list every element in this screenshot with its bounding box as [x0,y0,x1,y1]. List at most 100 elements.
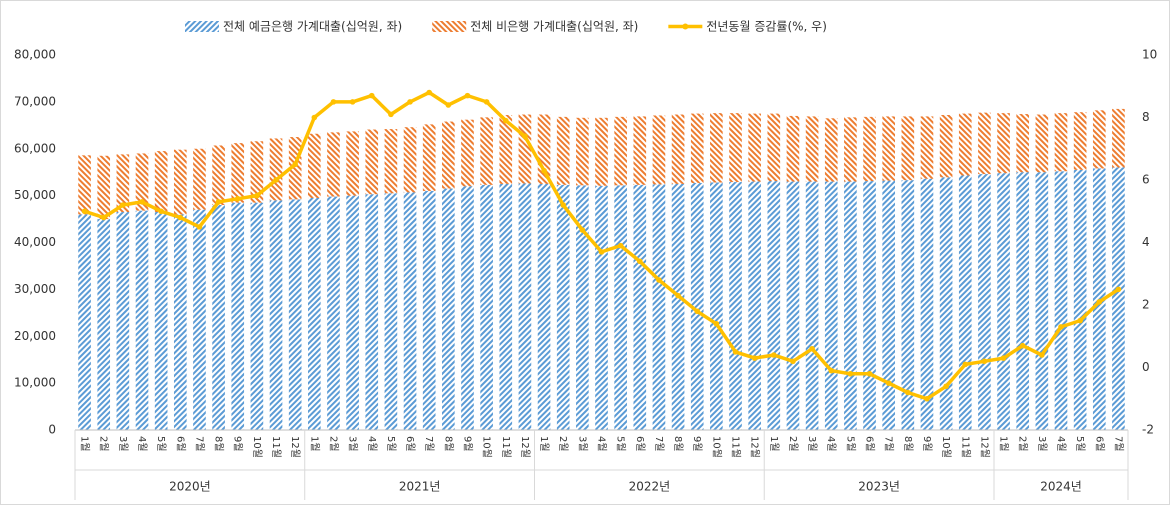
group-label: 2021년 [399,480,441,494]
bar-segment [556,116,570,185]
line-marker [1077,317,1083,324]
x-tick-label: 4월 [825,436,837,452]
line-marker [771,352,777,358]
bar-segment [384,193,398,430]
line-marker [177,214,184,221]
bar-segment [135,210,149,430]
bar-segment [461,186,474,430]
bar-segment [690,113,704,183]
line-marker [962,361,969,368]
bar-segment [556,184,570,430]
x-tick-label: 1월 [768,436,780,452]
line-marker [522,133,528,140]
bar-segment [173,149,187,215]
bar-segment [173,214,187,430]
bar-segment [652,115,666,185]
line-marker [254,192,260,199]
bar-segment [1016,172,1030,430]
x-tick-label: 9월 [232,436,244,452]
bar-segment [403,127,417,193]
x-tick-label: 8월 [213,436,225,452]
x-tick-label: 3월 [806,436,818,452]
bar-segment [422,190,436,430]
bar-segment [729,182,742,430]
bar-segment [346,131,359,196]
legend-label: 전체 비은행 가계대출(십억원, 좌) [470,19,638,34]
bar-segment [939,177,953,430]
bar-segment [939,115,953,178]
bar-segment [710,113,723,183]
x-tick-label: 3월 [347,436,359,452]
x-tick-label: 10월 [481,436,493,458]
bar-segment [193,148,206,210]
bar-segment [499,115,513,184]
x-tick-label: 8월 [442,436,454,452]
x-tick-label: 10월 [251,436,263,458]
bar-segment [690,182,704,430]
line-marker [426,89,432,96]
bar-segment [633,184,647,430]
x-tick-label: 6월 [864,436,876,452]
y2-tick-label: 4 [1142,235,1150,249]
y-tick-label: 30,000 [14,282,56,296]
x-tick-label: 3월 [1036,436,1048,452]
legend-label: 전년동월 증감률(%, 우) [706,20,827,34]
x-tick-label: 7월 [653,436,665,452]
bar-segment [154,151,168,213]
x-tick-label: 2월 [787,436,799,452]
bar-segment [442,121,455,189]
line-marker [292,161,298,168]
y-tick-label: 0 [48,423,56,437]
x-tick-label: 7월 [883,436,895,452]
line-marker [1019,342,1026,349]
bar-segment [978,112,991,175]
bar-segment [576,185,589,430]
line-marker [1058,324,1064,330]
bar-segment [805,181,819,430]
x-tick-label: 11월 [730,436,742,458]
line-marker [483,99,490,105]
bar-segment [920,178,934,430]
bar-segment [250,202,264,430]
bar-segment [193,209,206,430]
bar-segment [824,118,838,182]
x-tick-label: 11월 [959,436,971,458]
y-tick-label: 40,000 [14,235,56,249]
x-tick-label: 12월 [519,436,531,458]
x-tick-label: 4월 [366,436,378,452]
bar-segment [1073,112,1087,170]
legend-swatch [682,23,689,30]
x-tick-label: 10월 [710,436,722,458]
bar-segment [1054,171,1068,430]
bar-segment [786,115,800,182]
line-marker [560,202,567,208]
x-tick-label: 4월 [136,436,148,452]
bar-segment [576,117,589,186]
bar-segment [844,181,857,430]
x-tick-label: 3월 [576,436,588,452]
y2-tick-label: 0 [1142,360,1150,374]
bar-segment [499,183,513,430]
x-tick-label: 1월 [308,436,320,452]
bar-segment [480,117,493,185]
line-marker [751,355,758,361]
line-marker [234,195,241,202]
line-marker [809,345,815,352]
bar-segment [384,129,398,194]
x-tick-label: 5월 [385,436,397,452]
bar-segment [327,196,340,430]
line-marker [445,102,452,108]
x-tick-label: 2월 [557,436,569,452]
bar-segment [403,192,417,430]
bar-segment [748,181,761,430]
y-tick-label: 70,000 [14,94,56,108]
x-tick-label: 6월 [634,436,646,452]
y-tick-label: 10,000 [14,376,56,390]
line-marker [905,389,911,396]
bar-segment [786,181,800,430]
bar-segment [863,181,876,430]
bar-segment [212,145,225,205]
line-marker [349,99,356,105]
x-tick-label: 9월 [691,436,703,452]
